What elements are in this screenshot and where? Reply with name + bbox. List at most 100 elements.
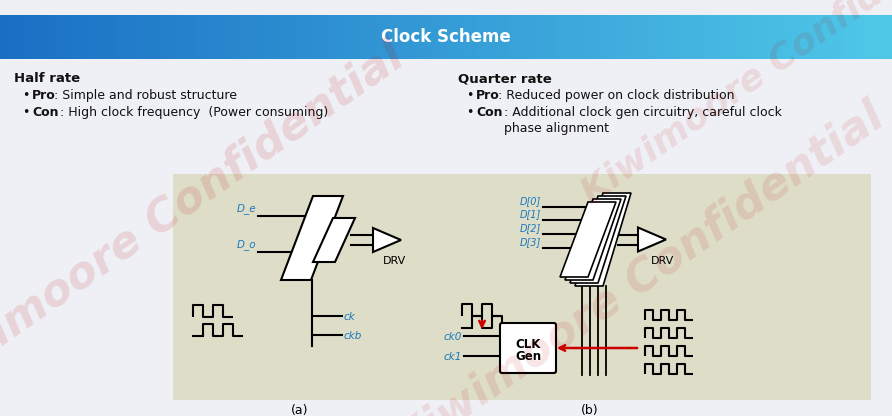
Bar — [705, 15, 708, 59]
Bar — [297, 15, 301, 59]
Bar — [859, 15, 863, 59]
Bar — [690, 15, 693, 59]
Bar — [119, 15, 122, 59]
Bar — [80, 15, 84, 59]
Bar — [541, 15, 545, 59]
Bar — [196, 15, 200, 59]
Bar — [580, 15, 583, 59]
Bar — [235, 15, 238, 59]
Text: Kiwimoore Confidential: Kiwimoore Confidential — [387, 94, 892, 416]
Bar — [65, 15, 69, 59]
Bar — [631, 15, 634, 59]
Bar — [598, 15, 601, 59]
Bar — [791, 15, 795, 59]
Bar — [502, 15, 506, 59]
Bar — [83, 15, 87, 59]
Bar — [60, 15, 63, 59]
Bar — [747, 15, 750, 59]
Bar — [488, 15, 491, 59]
Bar — [856, 15, 860, 59]
Bar — [417, 15, 420, 59]
Bar — [868, 15, 871, 59]
Bar — [684, 15, 688, 59]
Bar — [437, 15, 441, 59]
Text: (a): (a) — [292, 404, 309, 416]
Bar — [886, 15, 889, 59]
Bar — [399, 15, 402, 59]
Bar — [226, 15, 229, 59]
Bar — [660, 15, 664, 59]
Bar — [36, 15, 39, 59]
Text: •: • — [22, 89, 29, 102]
Bar — [604, 15, 607, 59]
Bar — [511, 15, 515, 59]
Bar — [366, 15, 369, 59]
Bar — [214, 15, 218, 59]
Bar — [758, 15, 762, 59]
Bar — [390, 15, 393, 59]
Bar — [29, 15, 33, 59]
Bar — [395, 15, 399, 59]
Bar — [756, 15, 759, 59]
Polygon shape — [565, 199, 621, 280]
Bar — [363, 15, 367, 59]
Bar — [45, 15, 48, 59]
Text: : Reduced power on clock distribution: : Reduced power on clock distribution — [498, 89, 734, 102]
Bar — [556, 15, 559, 59]
Bar — [779, 15, 782, 59]
Bar — [422, 15, 425, 59]
Bar — [874, 15, 878, 59]
Bar — [285, 15, 289, 59]
Bar — [749, 15, 753, 59]
Bar — [229, 15, 233, 59]
Bar — [562, 15, 566, 59]
Bar — [723, 15, 726, 59]
Bar — [814, 15, 818, 59]
Bar — [714, 15, 717, 59]
Bar — [54, 15, 57, 59]
Text: ck0: ck0 — [443, 332, 462, 342]
Bar — [591, 15, 595, 59]
Bar — [663, 15, 666, 59]
Bar — [158, 15, 161, 59]
Bar — [292, 15, 295, 59]
Bar — [675, 15, 679, 59]
Bar — [574, 15, 577, 59]
Bar — [401, 15, 405, 59]
Bar — [865, 15, 869, 59]
Bar — [550, 15, 554, 59]
Bar — [408, 15, 411, 59]
Bar — [116, 15, 120, 59]
Bar — [69, 15, 72, 59]
Bar — [633, 15, 637, 59]
Bar — [87, 15, 90, 59]
Bar — [794, 15, 797, 59]
Bar — [473, 15, 476, 59]
Bar — [113, 15, 117, 59]
Bar — [720, 15, 723, 59]
Bar — [529, 15, 533, 59]
Bar — [832, 15, 836, 59]
Bar — [805, 15, 809, 59]
Bar — [24, 15, 28, 59]
Bar — [172, 15, 176, 59]
Bar — [274, 15, 277, 59]
Bar — [484, 15, 488, 59]
Text: : High clock frequency  (Power consuming): : High clock frequency (Power consuming) — [60, 106, 328, 119]
Bar — [738, 15, 741, 59]
Bar — [568, 15, 572, 59]
Bar — [327, 15, 331, 59]
Bar — [461, 15, 465, 59]
Bar — [559, 15, 563, 59]
Bar — [348, 15, 351, 59]
Bar — [357, 15, 360, 59]
Bar — [169, 15, 173, 59]
Bar — [698, 15, 702, 59]
Bar — [595, 15, 599, 59]
Bar — [294, 15, 298, 59]
Bar — [425, 15, 429, 59]
Bar — [681, 15, 684, 59]
Polygon shape — [281, 196, 343, 280]
FancyBboxPatch shape — [500, 323, 556, 373]
Bar — [154, 15, 158, 59]
